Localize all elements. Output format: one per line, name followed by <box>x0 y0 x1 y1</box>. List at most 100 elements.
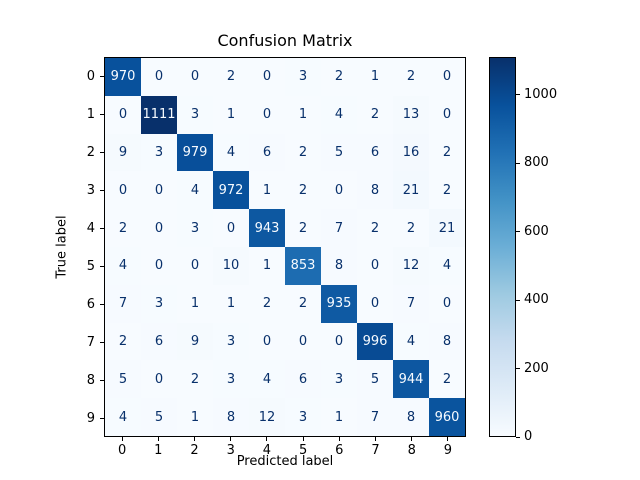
heatmap-cell: 0 <box>321 171 357 210</box>
y-tick: 6 <box>60 285 104 323</box>
heatmap-cell: 972 <box>213 171 249 210</box>
chart-title: Confusion Matrix <box>217 31 353 50</box>
heatmap-cell: 2 <box>105 322 141 361</box>
heatmap-cell: 8 <box>321 246 357 285</box>
heatmap-cell: 4 <box>429 246 465 285</box>
heatmap-cell: 2 <box>357 209 393 247</box>
heatmap-cell: 970 <box>105 58 141 96</box>
heatmap-cell: 9 <box>105 133 141 172</box>
heatmap-cell: 1 <box>321 398 357 436</box>
heatmap-cell: 960 <box>429 398 465 436</box>
heatmap-cell: 9 <box>177 322 213 361</box>
x-tick-mark <box>157 437 159 441</box>
x-tick-mark <box>266 437 268 441</box>
x-tick-mark <box>411 437 413 441</box>
x-tick-label: 9 <box>443 443 453 458</box>
y-tick-mark <box>100 75 104 77</box>
heatmap-cell: 3 <box>321 360 357 399</box>
colorbar-tick-label: 200 <box>524 360 549 376</box>
x-tick: 4 <box>249 437 285 458</box>
heatmap-cell: 3 <box>285 398 321 436</box>
y-tick-label: 9 <box>86 410 95 426</box>
heatmap-cell: 853 <box>285 246 321 285</box>
colorbar-tick-mark <box>516 231 520 233</box>
x-tick-mark <box>447 437 449 441</box>
x-tick-label: 2 <box>190 443 199 458</box>
x-tick: 7 <box>357 437 393 458</box>
x-tick-label: 8 <box>407 443 416 458</box>
y-tick-label: 4 <box>86 220 95 236</box>
y-tick: 4 <box>60 209 104 247</box>
heatmap-cell: 935 <box>321 284 357 323</box>
heatmap-cell: 2 <box>249 284 285 323</box>
y-tick-mark <box>100 341 104 343</box>
x-tick-labels: 0 1 2 3 4 5 6 7 8 9 <box>104 437 466 458</box>
y-tick-mark <box>100 303 104 305</box>
x-axis-label: Predicted label <box>236 454 334 469</box>
heatmap-cell: 0 <box>141 171 177 210</box>
heatmap-cell: 6 <box>249 133 285 172</box>
heatmap-cell: 2 <box>285 133 321 172</box>
x-tick-label: 1 <box>154 443 163 458</box>
y-tick: 7 <box>60 323 104 361</box>
heatmap-cell: 10 <box>213 246 249 285</box>
heatmap-cell: 0 <box>357 284 393 323</box>
heatmap-cell: 2 <box>213 58 249 96</box>
heatmap-cell: 2 <box>105 209 141 247</box>
heatmap-cell: 4 <box>213 133 249 172</box>
heatmap-cell: 1 <box>213 95 249 134</box>
heatmap-cell: 3 <box>213 360 249 399</box>
x-tick-label: 6 <box>335 443 344 458</box>
y-tick: 3 <box>60 171 104 209</box>
heatmap-cell: 2 <box>429 171 465 210</box>
y-tick: 2 <box>60 133 104 171</box>
heatmap-cell: 2 <box>393 58 429 96</box>
heatmap-cell: 5 <box>357 360 393 399</box>
heatmap-cell: 0 <box>429 95 465 134</box>
heatmap-cell: 2 <box>429 133 465 172</box>
y-tick-mark <box>100 151 104 153</box>
heatmap-cell: 1 <box>213 284 249 323</box>
heatmap-cell: 3 <box>141 133 177 172</box>
heatmap-cell: 2 <box>321 58 357 96</box>
x-tick-label: 0 <box>117 443 127 458</box>
y-tick-mark <box>100 265 104 267</box>
x-tick-label: 5 <box>298 443 308 458</box>
heatmap-cell: 8 <box>357 171 393 210</box>
y-tick-label: 2 <box>86 144 95 160</box>
heatmap-cell: 7 <box>393 284 429 323</box>
y-tick-label: 8 <box>86 372 95 388</box>
heatmap-cell: 13 <box>393 95 429 134</box>
heatmap-cell: 21 <box>393 171 429 210</box>
x-tick: 5 <box>285 437 321 458</box>
heatmap-cell: 7 <box>357 398 393 436</box>
colorbar-tick-label: 400 <box>524 292 549 308</box>
heatmap-cell: 7 <box>105 284 141 323</box>
y-tick-mark <box>100 379 104 381</box>
heatmap-cell: 6 <box>141 322 177 361</box>
heatmap-cell: 0 <box>177 246 213 285</box>
x-tick: 3 <box>213 437 249 458</box>
colorbar-tick-mark <box>516 94 520 96</box>
heatmap-cell: 0 <box>141 209 177 247</box>
y-tick-label: 7 <box>86 334 95 350</box>
heatmap-cell: 3 <box>285 58 321 96</box>
heatmap-cell: 3 <box>177 95 213 134</box>
x-tick: 0 <box>104 437 140 458</box>
heatmap-cell: 2 <box>285 209 321 247</box>
heatmap-cell: 0 <box>105 95 141 134</box>
heatmap-cell: 2 <box>285 171 321 210</box>
x-tick: 9 <box>430 437 466 458</box>
x-tick-mark <box>375 437 377 441</box>
heatmap-cell: 4 <box>249 360 285 399</box>
heatmap-cell: 6 <box>285 360 321 399</box>
heatmap-cell: 8 <box>393 398 429 436</box>
y-tick-labels: 0 1 2 3 4 5 6 7 8 9 <box>60 57 104 437</box>
heatmap-cell: 4 <box>177 171 213 210</box>
colorbar <box>489 57 516 437</box>
heatmap-cell: 0 <box>141 360 177 399</box>
heatmap-cell: 4 <box>105 398 141 436</box>
heatmap-cell: 0 <box>249 58 285 96</box>
heatmap-cell: 0 <box>249 95 285 134</box>
